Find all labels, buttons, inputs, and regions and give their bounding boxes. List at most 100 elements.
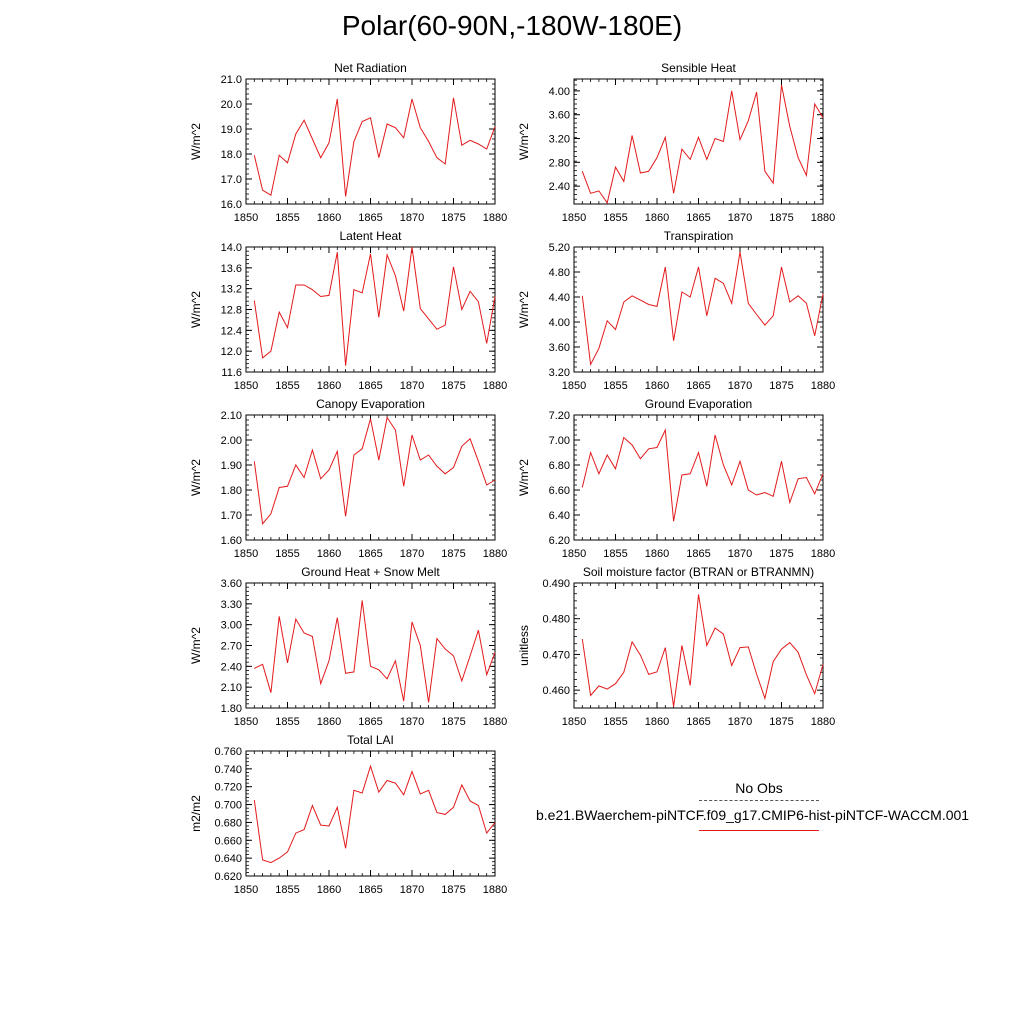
y-tick-label: 3.30 [221, 599, 242, 611]
y-tick-label: 12.8 [221, 305, 242, 317]
y-tick-label: 1.90 [221, 460, 242, 472]
chart-panel: 1850 1855 1860 1865 1870 1875 1880 11.6 12.0 12.4… [189, 229, 507, 392]
y-tick-label: 18.0 [221, 149, 242, 161]
x-tick-label: 1875 [769, 716, 793, 728]
x-tick-label: 1855 [275, 380, 299, 392]
x-tick-label: 1860 [317, 380, 341, 392]
x-tick-label: 1880 [483, 884, 507, 896]
y-tick-label: 13.6 [221, 263, 242, 275]
x-tick-label: 1870 [400, 548, 424, 560]
series-line [581, 84, 824, 205]
x-tick-label: 1865 [686, 212, 710, 224]
y-tick-label: 6.40 [549, 510, 570, 522]
x-tick-label: 1870 [728, 212, 752, 224]
y-tick-label: 0.640 [214, 853, 242, 865]
x-tick-label: 1850 [562, 548, 586, 560]
y-tick-label: 20.0 [221, 99, 242, 111]
series-line [253, 764, 496, 864]
y-tick-label: 2.10 [221, 682, 242, 694]
chart-title: Ground Heat + Snow Melt [301, 565, 440, 579]
chart-title: Sensible Heat [661, 61, 736, 75]
x-tick-label: 1855 [603, 380, 627, 392]
series-line [254, 600, 496, 703]
y-tick-label: 2.00 [221, 435, 242, 447]
x-tick-label: 1875 [769, 548, 793, 560]
y-tick-label: 7.20 [549, 410, 570, 422]
y-tick-label: 3.20 [549, 367, 570, 379]
x-tick-label: 1875 [441, 548, 465, 560]
x-tick-label: 1880 [483, 212, 507, 224]
y-tick-label: 4.00 [549, 317, 570, 329]
y-tick-label: 0.740 [214, 764, 242, 776]
x-tick-label: 1865 [686, 380, 710, 392]
y-tick-label: 2.40 [221, 661, 242, 673]
x-tick-label: 1880 [483, 380, 507, 392]
plot-frame [245, 246, 496, 373]
x-tick-label: 1875 [441, 884, 465, 896]
chart-title: Total LAI [347, 733, 394, 747]
series-line [253, 97, 496, 197]
series-line [581, 594, 824, 707]
plot-frame [245, 78, 496, 205]
x-tick-label: 1855 [275, 716, 299, 728]
x-tick-label: 1865 [358, 548, 382, 560]
y-tick-label: 12.4 [221, 325, 242, 337]
y-tick-label: 0.470 [542, 649, 570, 661]
y-tick-label: 4.40 [549, 292, 570, 304]
x-tick-label: 1875 [441, 716, 465, 728]
y-tick-label: 3.60 [549, 110, 570, 122]
y-tick-label: 3.60 [221, 578, 242, 590]
y-tick-label: 0.720 [214, 782, 242, 794]
y-tick-label: 13.2 [221, 284, 242, 296]
plot-frame [573, 246, 824, 373]
y-axis-label: W/m^2 [189, 627, 203, 664]
y-tick-label: 3.20 [549, 134, 570, 146]
y-tick-label: 0.490 [542, 578, 570, 590]
x-tick-label: 1875 [441, 380, 465, 392]
x-tick-label: 1880 [811, 548, 835, 560]
y-tick-label: 21.0 [221, 74, 242, 86]
y-tick-label: 1.80 [221, 485, 242, 497]
y-tick-label: 3.60 [549, 342, 570, 354]
x-tick-label: 1855 [603, 716, 627, 728]
series-line [581, 251, 824, 367]
y-tick-label: 4.00 [549, 86, 570, 98]
page-title: Polar(60-90N,-180W-180E) [341, 10, 683, 41]
x-tick-label: 1850 [562, 380, 586, 392]
y-axis-label: W/m^2 [189, 459, 203, 496]
chart-panel: 1850 1855 1860 1865 1870 1875 1880 1.60 1.70 1.80… [189, 397, 507, 560]
y-tick-label: 1.80 [221, 703, 242, 715]
chart-title: Transpiration [664, 229, 734, 243]
chart-title: Net Radiation [334, 61, 407, 75]
x-tick-label: 1850 [562, 716, 586, 728]
x-tick-label: 1860 [317, 548, 341, 560]
x-tick-label: 1865 [358, 380, 382, 392]
y-tick-label: 2.70 [221, 641, 242, 653]
x-tick-label: 1870 [400, 884, 424, 896]
plot-frame [245, 750, 496, 877]
y-axis-label: W/m^2 [189, 291, 203, 328]
x-tick-label: 1880 [483, 716, 507, 728]
x-tick-label: 1850 [234, 380, 258, 392]
y-tick-label: 2.40 [549, 181, 570, 193]
x-tick-label: 1880 [483, 548, 507, 560]
x-tick-label: 1860 [645, 548, 669, 560]
chart-panel: 1850 1855 1860 1865 1870 1875 1880 6.20 6.40 6.60… [517, 397, 835, 560]
y-tick-label: 1.60 [221, 535, 242, 547]
chart-panel: 1850 1855 1860 1865 1870 1875 1880 0.620 0.640 0.… [189, 733, 507, 896]
x-tick-label: 1865 [358, 212, 382, 224]
x-tick-label: 1850 [234, 212, 258, 224]
y-tick-label: 0.760 [214, 746, 242, 758]
x-tick-label: 1875 [441, 212, 465, 224]
x-tick-label: 1880 [811, 380, 835, 392]
y-axis-label: W/m^2 [517, 291, 531, 328]
y-tick-label: 5.20 [549, 242, 570, 254]
x-tick-label: 1865 [686, 716, 710, 728]
y-tick-label: 7.00 [549, 435, 570, 447]
x-tick-label: 1875 [769, 212, 793, 224]
x-tick-label: 1860 [645, 716, 669, 728]
x-tick-label: 1855 [603, 212, 627, 224]
series-line [253, 416, 496, 525]
x-tick-label: 1865 [358, 884, 382, 896]
